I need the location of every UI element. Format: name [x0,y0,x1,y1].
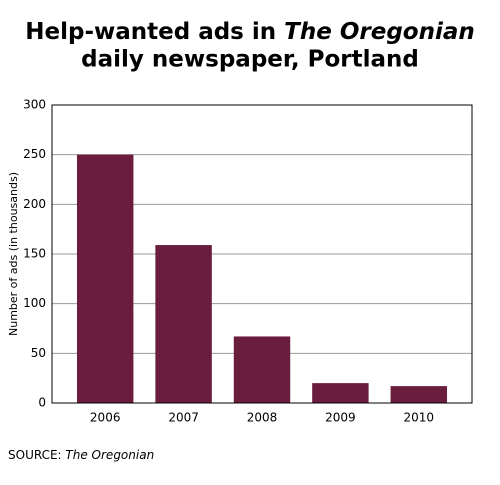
y-tick-label: 200 [23,197,46,211]
title-part: The Oregonian [284,19,475,45]
y-tick-label: 300 [23,98,46,112]
y-tick-label: 150 [23,247,46,261]
x-tick-label: 2009 [325,411,356,425]
bar [155,245,212,403]
y-axis-label: Number of ads (in thousands) [7,172,20,336]
source-label: SOURCE: [8,448,62,462]
x-tick-label: 2010 [404,411,435,425]
y-tick-label: 50 [31,346,46,360]
x-tick-label: 2008 [247,411,278,425]
chart-title-line: daily newspaper, Portland [81,47,419,73]
bar [312,383,369,403]
y-tick-label: 0 [38,396,46,410]
plot-frame [51,104,473,404]
x-tick-label: 2007 [168,411,199,425]
y-tick-label: 100 [23,296,46,310]
x-tick-label: 2006 [90,411,121,425]
y-tick-label: 250 [23,147,46,161]
bar [233,336,291,403]
bar [76,154,134,403]
plot-area: 0 50 100 150 200 250 300 2006 2007 2008 2009 2010 [23,98,472,425]
source-name: The Oregonian [65,448,154,462]
bar [390,386,448,403]
title-part: Help-wanted ads in [25,19,276,45]
source-note: SOURCE: The Oregonian [8,448,154,462]
chart-title-line: Help-wanted ads in The Oregonian [25,19,475,45]
